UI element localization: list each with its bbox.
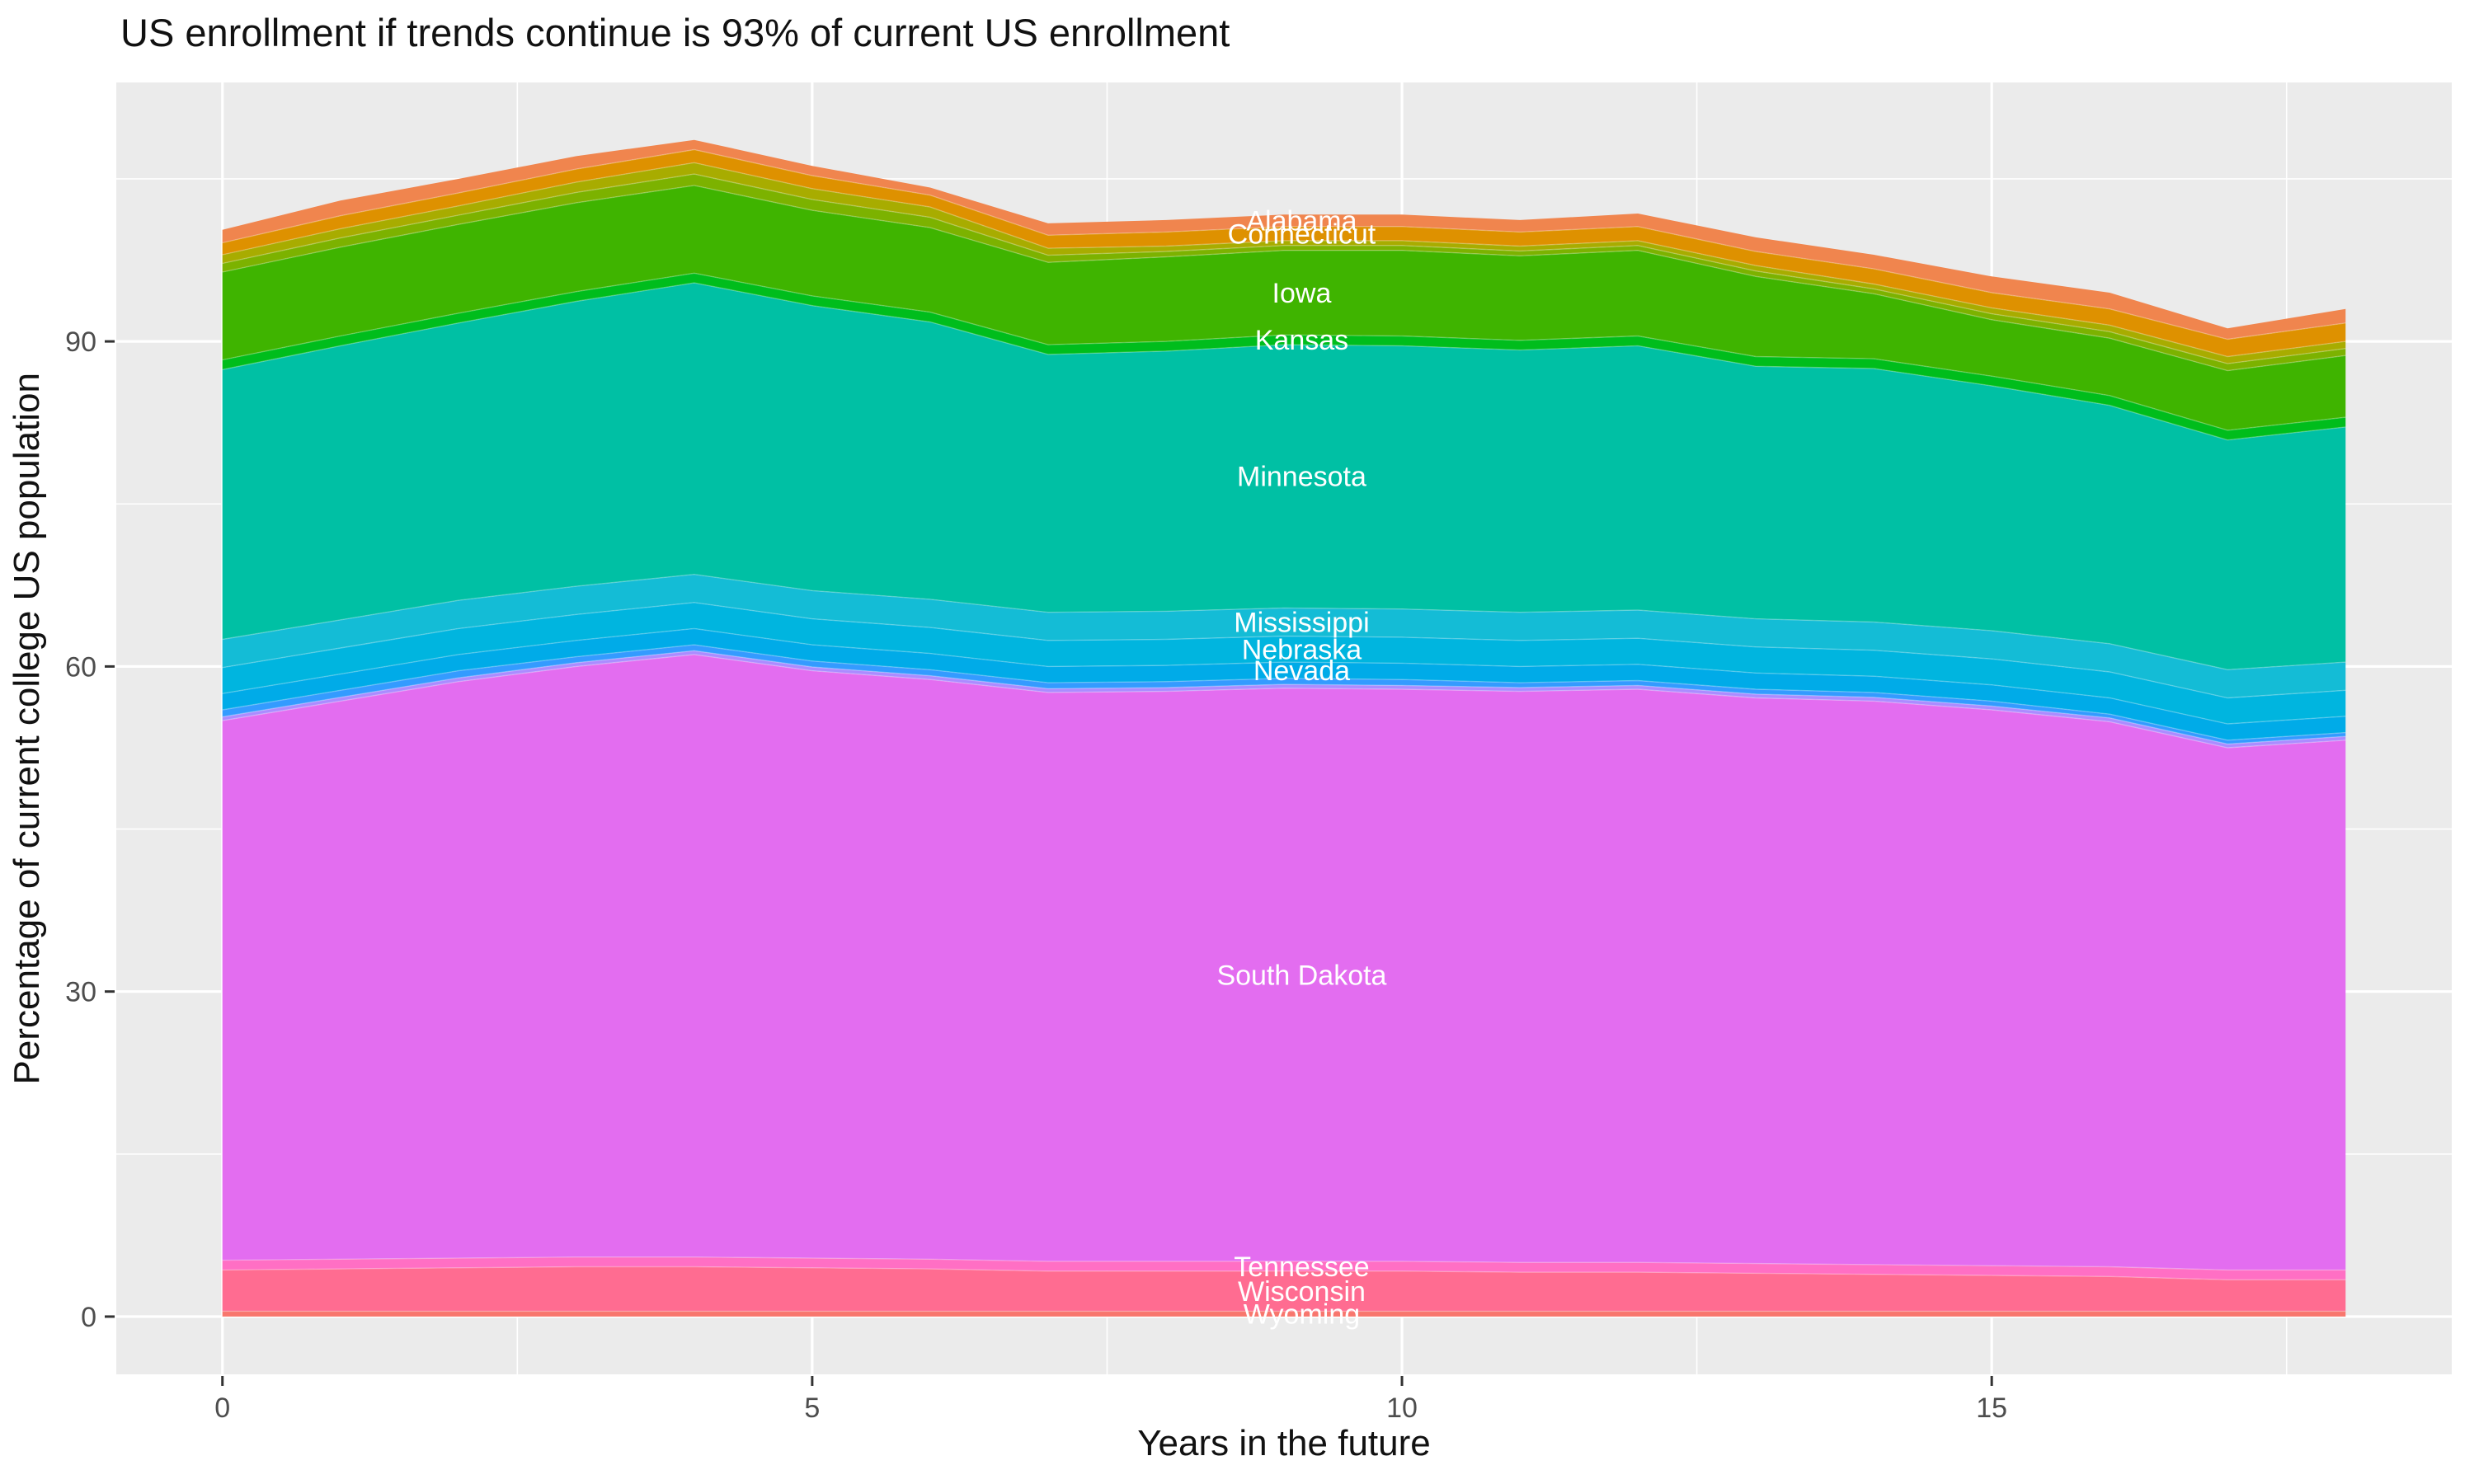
x-tick-label-0: 0 bbox=[214, 1392, 230, 1424]
chart-title: US enrollment if trends continue is 93% … bbox=[120, 11, 1230, 54]
band-boundary-hairline bbox=[222, 627, 2346, 725]
band-boundary-hairline bbox=[222, 654, 2346, 749]
band-label-tennessee: Tennessee bbox=[1234, 1252, 1369, 1283]
area-wyoming bbox=[222, 1311, 2346, 1317]
area-wisconsin bbox=[222, 1266, 2346, 1312]
band-boundary-hairline bbox=[222, 148, 2346, 340]
band-label-wyoming: Wyoming bbox=[1244, 1299, 1360, 1331]
area-mississippi bbox=[222, 574, 2346, 698]
band-label-south-dakota: South Dakota bbox=[1216, 960, 1386, 991]
band-boundary-hairline bbox=[222, 162, 2346, 358]
y-tick-label-60: 60 bbox=[65, 651, 96, 683]
band-label-kansas: Kansas bbox=[1255, 325, 1348, 356]
y-tick-label-0: 0 bbox=[81, 1302, 96, 1333]
area-tennessee bbox=[222, 1256, 2346, 1280]
band-boundary-hairline bbox=[222, 573, 2346, 671]
band-boundary-hairline bbox=[222, 602, 2346, 699]
x-tick-label-15: 15 bbox=[1976, 1392, 2007, 1424]
band-label-nebraska: Nebraska bbox=[1242, 634, 1362, 665]
area-south-dakota bbox=[222, 654, 2346, 1270]
band-label-nevada: Nevada bbox=[1253, 655, 1350, 687]
area-minnesota bbox=[222, 283, 2346, 670]
band-boundary-hairline bbox=[222, 650, 2346, 745]
y-tick-label-90: 90 bbox=[65, 326, 96, 358]
x-tick-label-5: 5 bbox=[804, 1392, 820, 1424]
band-label-mississippi: Mississippi bbox=[1234, 608, 1369, 639]
band-label-alabama: Alabama bbox=[1246, 206, 1357, 237]
band-boundary-hairline bbox=[222, 272, 2346, 431]
band-boundary-hairline bbox=[222, 185, 2346, 372]
x-tick-label-10: 10 bbox=[1386, 1392, 1418, 1424]
band-label-iowa: Iowa bbox=[1272, 278, 1332, 309]
x-axis-title: Years in the future bbox=[1137, 1423, 1431, 1463]
band-boundary-hairline bbox=[222, 1266, 2346, 1281]
band-label-connecticut: Connecticut bbox=[1228, 218, 1376, 250]
area-iowa bbox=[222, 185, 2346, 430]
area-nevada bbox=[222, 628, 2346, 740]
band-label-wisconsin: Wisconsin bbox=[1238, 1276, 1366, 1308]
y-tick-label-30: 30 bbox=[65, 977, 96, 1008]
band-boundary-hairline bbox=[222, 173, 2346, 364]
band-boundary-hairline bbox=[222, 644, 2346, 741]
band-boundary-hairline bbox=[222, 1256, 2346, 1271]
band-label-minnesota: Minnesota bbox=[1237, 462, 1366, 493]
area-nebraska bbox=[222, 602, 2346, 724]
band-boundary-hairline bbox=[222, 282, 2346, 441]
